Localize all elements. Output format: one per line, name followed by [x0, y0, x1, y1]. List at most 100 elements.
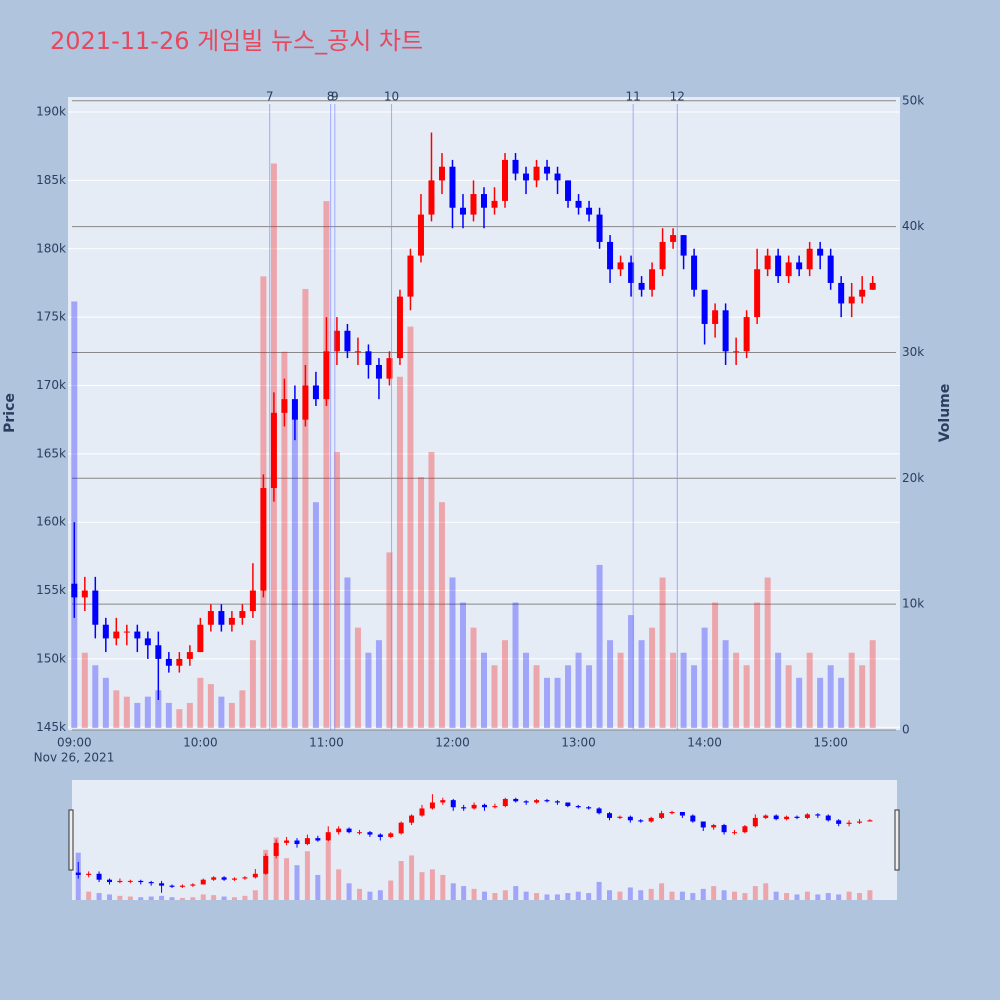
- event-label: 11: [626, 90, 641, 104]
- volume-bar: [481, 652, 487, 728]
- mini-volume-bar: [669, 891, 675, 900]
- volume-bar: [649, 627, 656, 728]
- slider-handle[interactable]: [68, 809, 74, 871]
- volume-bar: [333, 452, 340, 728]
- volume-bar: [396, 376, 403, 728]
- mini-candle-body: [659, 813, 665, 818]
- candle-body: [869, 282, 876, 290]
- x-date-label: Nov 26, 2021: [34, 751, 115, 765]
- mini-candle-body: [325, 832, 331, 841]
- candle-body: [607, 241, 614, 270]
- candle-body: [491, 200, 498, 208]
- volume-bar: [386, 552, 393, 728]
- mini-candle-body: [784, 816, 790, 820]
- mini-candle-body: [419, 808, 425, 816]
- y-tick-label: 165k: [36, 446, 66, 460]
- mini-volume-bar: [648, 888, 654, 900]
- volume-bar: [817, 677, 824, 728]
- volume-bar: [523, 652, 530, 728]
- volume-bar: [312, 502, 319, 728]
- candle-body: [155, 645, 162, 659]
- mini-candle-body: [523, 801, 529, 803]
- volume-bar: [281, 351, 288, 728]
- candle-body: [281, 399, 288, 413]
- volume-bar: [617, 652, 624, 728]
- candle-body: [218, 611, 225, 625]
- candle-body: [691, 255, 698, 290]
- mini-volume-bar: [482, 891, 487, 900]
- mini-candle-body: [315, 838, 321, 841]
- mini-volume-bar: [544, 894, 550, 900]
- volume-bar: [491, 665, 498, 728]
- candle-body: [670, 235, 677, 242]
- mini-candle-body: [169, 885, 175, 887]
- candle-body: [459, 207, 466, 215]
- candle-body: [859, 289, 866, 297]
- candle-body: [186, 652, 193, 659]
- mini-volume-bar: [502, 890, 508, 900]
- mini-candle-body: [273, 842, 279, 856]
- mini-volume-bar: [336, 869, 342, 900]
- mini-volume-bar: [638, 890, 644, 900]
- candle-body: [502, 159, 509, 201]
- mini-candle-body: [336, 828, 342, 833]
- candle-body: [649, 269, 656, 290]
- mini-volume-bar: [565, 893, 571, 900]
- y2-tick-label: 20k: [902, 471, 924, 485]
- mini-candle-body: [544, 800, 550, 802]
- candle-body: [375, 364, 382, 379]
- mini-volume-bar: [273, 837, 279, 900]
- y2-tick-label: 10k: [902, 597, 924, 611]
- volume-bar: [775, 652, 782, 728]
- y2-tick-label: 50k: [902, 93, 924, 107]
- mini-volume-bar: [607, 890, 612, 900]
- mini-candle-body: [534, 800, 540, 803]
- y-tick-label: 155k: [36, 583, 66, 597]
- mini-candle-body: [242, 877, 248, 879]
- mini-candle-body: [367, 832, 373, 835]
- candle-body: [796, 262, 803, 270]
- mini-volume-bar: [752, 886, 758, 900]
- volume-bar: [869, 640, 876, 728]
- mini-candle-body: [867, 820, 873, 822]
- volume-bar: [207, 684, 214, 728]
- y-tick-label: 150k: [36, 651, 66, 665]
- mini-volume-bar: [471, 888, 477, 900]
- y-tick-label: 170k: [36, 378, 66, 392]
- y-tick-label: 175k: [36, 310, 66, 324]
- mini-volume-bar: [138, 897, 144, 900]
- y2-tick-label: 30k: [902, 345, 924, 359]
- candle-body: [533, 166, 540, 181]
- mini-candle-body: [648, 817, 654, 822]
- candle-body: [544, 166, 551, 174]
- event-label: 9: [331, 90, 339, 104]
- slider-handle[interactable]: [894, 809, 900, 871]
- candle-body: [586, 207, 593, 215]
- volume-bar: [428, 452, 435, 728]
- mini-candle-body: [732, 832, 737, 834]
- mini-volume-bar: [742, 893, 748, 900]
- mini-candle-body: [179, 885, 185, 887]
- mini-volume-bar: [659, 883, 665, 900]
- volume-bar: [81, 652, 88, 728]
- volume-bar: [470, 627, 477, 728]
- y2-tick-label: 0: [902, 723, 910, 737]
- volume-bar: [239, 690, 246, 728]
- candle-body: [197, 624, 204, 653]
- mini-candle-body: [846, 822, 852, 824]
- volume-bar: [701, 627, 708, 728]
- candle-body: [176, 658, 183, 666]
- mini-volume-bar: [763, 883, 769, 900]
- chart-title: 2021-11-26 게임빌 뉴스_공시 차트: [50, 27, 423, 55]
- volume-bar: [228, 702, 235, 728]
- mini-candle-body: [107, 879, 112, 883]
- mini-volume-bar: [388, 880, 394, 900]
- range-slider[interactable]: [72, 780, 897, 900]
- volume-bar: [155, 690, 162, 728]
- mini-candle-body: [346, 828, 352, 833]
- mini-volume-bar: [325, 841, 331, 900]
- volume-bar: [123, 696, 130, 728]
- candle-body: [228, 617, 235, 625]
- mini-volume-bar: [732, 891, 737, 900]
- candle-body: [523, 173, 530, 181]
